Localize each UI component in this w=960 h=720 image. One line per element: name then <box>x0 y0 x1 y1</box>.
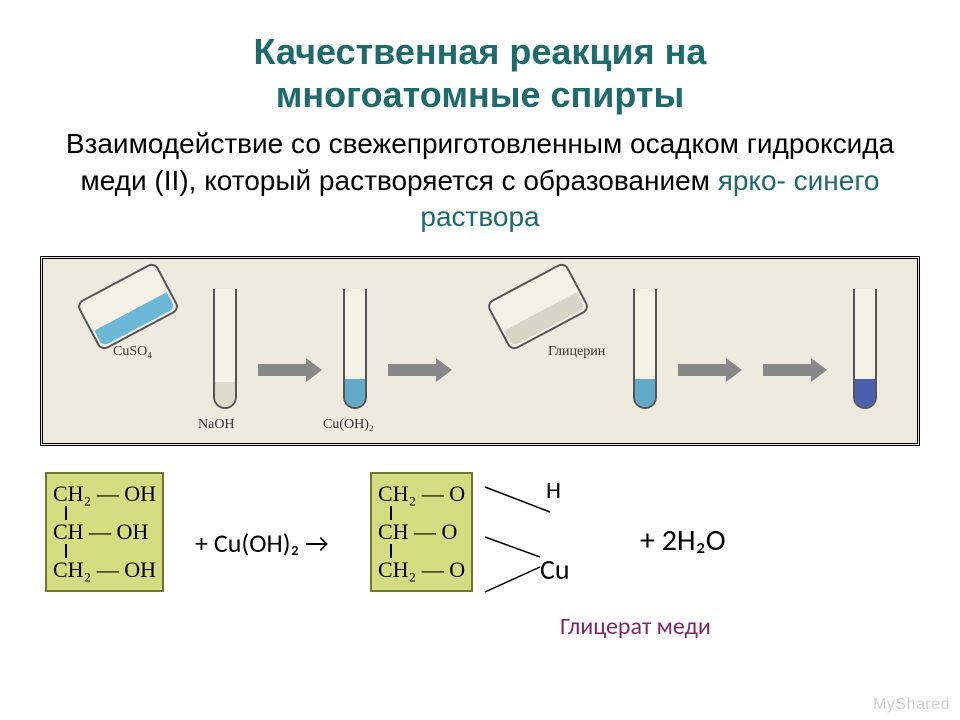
h-label: H <box>540 474 567 507</box>
arrow-4 <box>763 364 813 376</box>
glyc-bond1 <box>390 506 465 520</box>
arrow-3 <box>678 364 728 376</box>
gly-bond1 <box>65 506 156 520</box>
gly-bond2 <box>65 544 156 558</box>
reaction-diagram: CuSO₄ NaOH Cu(OH)₂ Глицерин <box>40 256 920 446</box>
plus-product: + 2H₂O <box>640 522 726 559</box>
tube-cuoh2 <box>343 289 367 409</box>
plus-reagent: + Cu(OH)₂ → <box>195 527 329 559</box>
tube1-fill <box>215 382 235 407</box>
title-line2: многоатомные спирты <box>0 73 960 116</box>
flask-cuso4-liquid <box>94 292 175 346</box>
arrow-1 <box>258 364 308 376</box>
flask-cuso4 <box>75 261 180 352</box>
flask1-label: CuSO₄ <box>113 344 152 360</box>
glyc-l3: CH₂ — O <box>378 558 465 582</box>
tube-naoh <box>213 289 237 409</box>
slide-title: Качественная реакция на многоатомные спи… <box>0 0 960 116</box>
product-name: Глицерат меди <box>560 612 711 641</box>
glycerate-structure: CH₂ — O CH — O CH₂ — O <box>370 472 473 593</box>
tube-3 <box>633 289 657 409</box>
gly-l1: CH₂ — OH <box>53 482 156 506</box>
arrow-2 <box>388 364 438 376</box>
slide-subtitle: Взаимодействие со свежеприготовленным ос… <box>0 116 960 235</box>
glyc-l2: CH — O <box>378 520 465 544</box>
flask2-label: Глицерин <box>548 344 605 360</box>
gly-l2: CH — OH <box>53 520 156 544</box>
glyc-l1: CH₂ — O <box>378 482 465 506</box>
glycerol-structure: CH₂ — OH CH — OH CH₂ — OH <box>45 472 164 593</box>
tube2-label: Cu(OH)₂ <box>323 417 374 433</box>
flask-glycerin-liquid <box>504 292 585 346</box>
watermark: MyShared <box>873 696 950 714</box>
tube3-fill <box>635 379 655 407</box>
reaction-equation: CH₂ — OH CH — OH CH₂ — OH + Cu(OH)₂ → CH… <box>0 462 960 662</box>
title-line1: Качественная реакция на <box>0 30 960 73</box>
flask-glycerin <box>485 261 590 352</box>
tube-4 <box>853 289 877 409</box>
tube4-fill <box>855 379 875 407</box>
cu-label: Cu <box>540 552 570 587</box>
tube1-label: NaOH <box>198 417 235 433</box>
tube2-fill <box>345 379 365 407</box>
gly-l3: CH₂ — OH <box>53 558 156 582</box>
glyc-bond2 <box>390 544 465 558</box>
